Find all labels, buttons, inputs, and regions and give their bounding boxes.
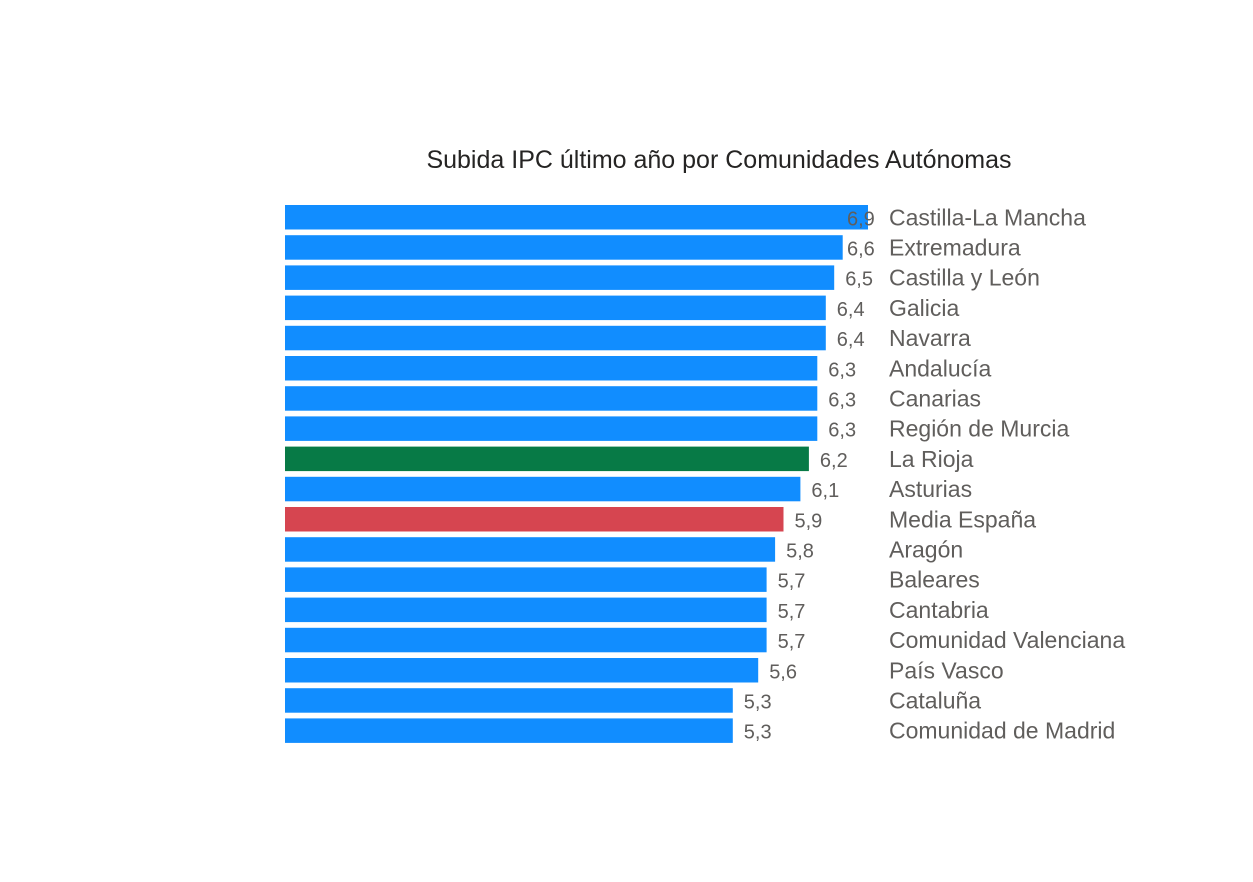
bar-asturias — [285, 476, 801, 502]
value-label-navarra: 6,4 — [837, 329, 865, 351]
value-label-pais-vasco: 5,6 — [769, 661, 797, 683]
bar-cataluna — [285, 688, 733, 713]
value-label-castilla-y-leon: 6,5 — [845, 269, 873, 291]
bar-cantabria — [285, 597, 767, 623]
bar-la-rioja — [285, 446, 809, 472]
value-label-comunidad-valenciana: 5,7 — [778, 631, 806, 653]
category-label-aragon: Aragón — [889, 537, 963, 563]
bar-andalucia — [285, 356, 818, 381]
category-labels-group: Castilla-La Mancha Extremadura Castilla y … — [889, 204, 1125, 743]
value-label-castilla-la-mancha: 6,9 — [847, 208, 875, 230]
value-label-baleares: 5,7 — [778, 571, 806, 593]
category-label-la-rioja: La Rioja — [889, 446, 974, 472]
category-label-castilla-la-mancha: Castilla-La Mancha — [889, 204, 1086, 230]
category-label-cantabria: Cantabria — [889, 597, 989, 623]
value-label-extremadura: 6,6 — [847, 238, 875, 260]
value-label-canarias: 6,3 — [828, 389, 856, 411]
bar-region-de-murcia — [285, 416, 818, 441]
value-label-aragon: 5,8 — [786, 541, 814, 563]
value-label-asturias: 6,1 — [811, 480, 839, 502]
category-label-navarra: Navarra — [889, 325, 971, 351]
category-label-canarias: Canarias — [889, 385, 981, 411]
category-label-extremadura: Extremadura — [889, 234, 1021, 260]
bar-aragon — [285, 537, 776, 562]
category-label-pais-vasco: País Vasco — [889, 657, 1004, 683]
value-label-andalucia: 6,3 — [828, 359, 856, 381]
category-label-media-espana: Media España — [889, 506, 1036, 532]
category-label-comunidad-valenciana: Comunidad Valenciana — [889, 627, 1125, 653]
category-label-galicia: Galicia — [889, 295, 960, 321]
bar-comunidad-valenciana — [285, 627, 767, 653]
chart-title: Subida IPC último año por Comunidades Au… — [426, 146, 1011, 174]
bars-group — [285, 205, 868, 743]
bar-extremadura — [285, 235, 843, 260]
value-labels-group: 6,9 6,6 6,5 6,4 6,4 6,3 6,3 6,3 6,2 6,1 5,9 5,8 5,7 5… — [744, 208, 875, 743]
value-label-region-de-murcia: 6,3 — [828, 420, 856, 442]
bar-baleares — [285, 567, 767, 592]
category-label-andalucia: Andalucía — [889, 355, 992, 381]
category-label-baleares: Baleares — [889, 567, 980, 593]
value-label-comunidad-de-madrid: 5,3 — [744, 722, 772, 744]
value-label-cataluna: 5,3 — [744, 692, 772, 714]
bar-castilla-la-mancha — [285, 205, 868, 230]
bar-navarra — [285, 325, 826, 351]
value-label-cantabria: 5,7 — [778, 601, 806, 623]
value-label-galicia: 6,4 — [837, 299, 865, 321]
category-label-cataluna: Cataluña — [889, 688, 981, 714]
category-label-comunidad-de-madrid: Comunidad de Madrid — [889, 718, 1115, 744]
bar-comunidad-de-madrid — [285, 718, 733, 743]
value-label-media-espana: 5,9 — [795, 510, 823, 532]
bar-castilla-y-leon — [285, 265, 835, 290]
bar-canarias — [285, 386, 818, 411]
bar-galicia — [285, 295, 826, 321]
category-label-region-de-murcia: Región de Murcia — [889, 416, 1069, 442]
bar-pais-vasco — [285, 658, 759, 683]
bar-media-espana — [285, 507, 784, 532]
category-label-castilla-y-leon: Castilla y León — [889, 265, 1040, 291]
category-label-asturias: Asturias — [889, 476, 972, 502]
value-label-la-rioja: 6,2 — [820, 450, 848, 472]
